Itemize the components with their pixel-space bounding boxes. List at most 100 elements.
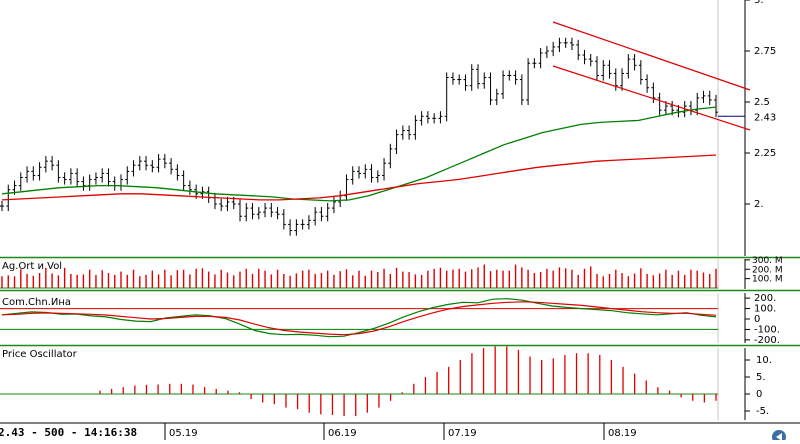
time-tick-label: 05.19 xyxy=(169,428,198,439)
price-bar xyxy=(219,198,224,212)
price-bar xyxy=(626,54,631,79)
price-bar xyxy=(707,90,712,106)
price-bar xyxy=(488,72,493,106)
cci-panel-title: Com.Chn.Ина xyxy=(2,297,71,308)
price-panel[interactable]: 3. 2.75 2.5 2.25 2. 2.43 xyxy=(0,0,800,259)
price-bar xyxy=(538,47,543,69)
oscillator-tick-label: 5. xyxy=(756,372,766,383)
price-bar xyxy=(181,170,186,191)
price-bar xyxy=(551,41,556,57)
time-tick-label: 06.19 xyxy=(328,428,357,439)
volume-panel-title: Ag.Ort и Vol xyxy=(2,261,62,272)
price-bar xyxy=(225,196,230,212)
price-bar xyxy=(156,154,161,173)
price-bar xyxy=(576,39,581,61)
trend-channel-lower xyxy=(552,65,751,131)
price-bar xyxy=(714,94,718,118)
price-tick-label: 2.5 xyxy=(754,97,770,108)
price-bar xyxy=(357,166,361,179)
price-bar xyxy=(100,168,105,183)
status-text: 2.43 - 500 - 14:16:38 xyxy=(0,426,137,439)
price-bar xyxy=(400,125,405,140)
price-bar xyxy=(607,60,612,79)
price-bar xyxy=(620,68,625,91)
oscillator-tick-label: -5. xyxy=(756,406,769,417)
price-bar xyxy=(369,164,374,183)
price-bar xyxy=(62,172,67,185)
price-bar xyxy=(469,64,474,91)
cci-tick-label: 100. xyxy=(754,304,776,315)
price-bar xyxy=(457,74,462,85)
price-bar xyxy=(75,168,80,187)
price-bar xyxy=(331,196,336,214)
price-bar xyxy=(482,72,487,89)
price-bar xyxy=(382,158,387,181)
price-bar xyxy=(344,174,349,201)
price-bar xyxy=(657,92,662,116)
price-bar xyxy=(263,202,268,218)
price-bar xyxy=(413,115,418,140)
price-bar xyxy=(526,58,531,106)
price-bar xyxy=(294,219,299,236)
price-bar xyxy=(532,58,537,69)
price-tick-label: 2. xyxy=(754,199,764,210)
price-bar xyxy=(601,60,606,81)
price-bar xyxy=(43,156,48,173)
price-tick-label: 2.75 xyxy=(754,46,776,57)
price-bar xyxy=(463,74,468,91)
price-bar xyxy=(150,160,155,173)
oscillator-panel[interactable]: Price Oscillator 10. 5. 0 -5. xyxy=(0,346,772,420)
price-bar xyxy=(244,202,249,222)
price-bar xyxy=(651,82,656,104)
cci-tick-label: 200. xyxy=(754,293,776,304)
price-bar xyxy=(187,180,192,195)
price-bar xyxy=(494,88,499,106)
price-bar xyxy=(238,198,242,222)
price-bar xyxy=(6,184,11,212)
price-bar xyxy=(513,70,518,85)
price-bar xyxy=(519,74,524,106)
price-bar xyxy=(169,158,174,175)
price-bar xyxy=(144,156,149,171)
price-bar xyxy=(563,37,568,48)
price-bar xyxy=(18,172,23,191)
price-bar xyxy=(569,37,574,50)
price-bar xyxy=(432,113,437,124)
price-bar xyxy=(476,64,480,89)
time-tick-label: 08.19 xyxy=(608,428,637,439)
price-bar xyxy=(0,200,4,212)
time-axis: 05.19 06.19 07.19 08.19 xyxy=(0,422,800,440)
volume-tick-label: 200. M xyxy=(752,265,783,275)
price-bar xyxy=(131,160,136,177)
moving-average-long xyxy=(1,154,717,201)
price-bar xyxy=(425,111,430,124)
price-bar xyxy=(407,125,412,140)
price-bar xyxy=(37,162,42,181)
cci-panel[interactable]: Com.Chn.Ина 200.100.0-100.-200. xyxy=(0,293,800,347)
moving-average-short xyxy=(1,106,717,202)
trend-channel-upper xyxy=(552,21,751,91)
price-bar xyxy=(638,60,643,85)
price-bar xyxy=(269,202,274,218)
price-bar xyxy=(645,74,650,93)
cci-tick-label: -200. xyxy=(754,335,780,346)
cci-signal-line xyxy=(1,301,717,336)
price-bar xyxy=(300,219,305,230)
price-tick-label: 2.25 xyxy=(754,148,776,159)
price-bar xyxy=(281,209,286,230)
price-bar xyxy=(256,207,261,220)
price-bar xyxy=(419,111,424,126)
price-bar xyxy=(695,92,700,116)
volume-tick-label: 100. M xyxy=(752,275,783,285)
price-bar xyxy=(306,215,311,230)
price-bar xyxy=(313,207,318,226)
cci-tick-label: -100. xyxy=(754,324,780,335)
price-bar xyxy=(595,56,599,81)
price-bar xyxy=(394,129,399,155)
oscillator-tick-label: 10. xyxy=(756,355,772,366)
price-bar xyxy=(162,154,167,169)
